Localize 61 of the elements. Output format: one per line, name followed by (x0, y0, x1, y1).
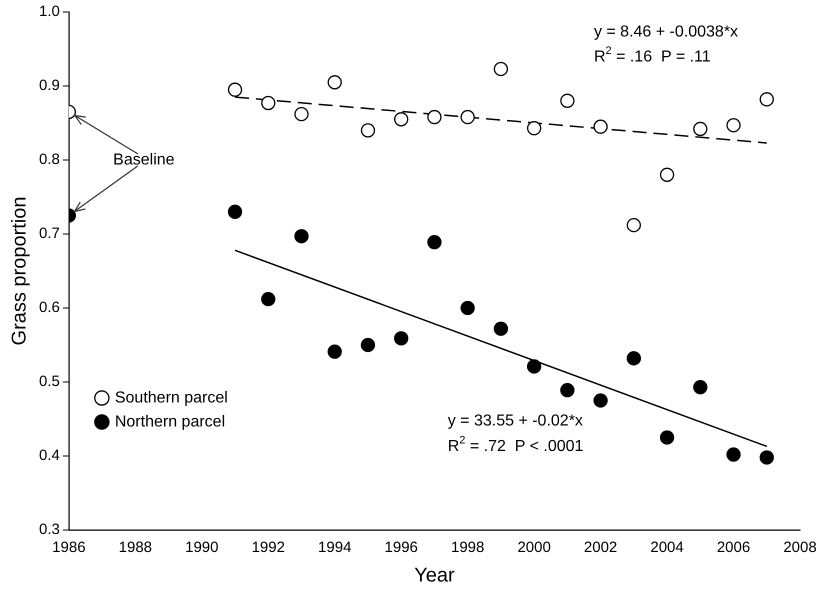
point (660, 430, 674, 445)
point (360, 123, 376, 138)
point (526, 121, 542, 136)
annotation: y = 33.55 + -0.02*x (448, 412, 583, 430)
point (760, 450, 774, 465)
point (427, 110, 442, 124)
point (294, 106, 309, 122)
x-tick-label: 2002 (584, 539, 618, 556)
point (593, 393, 608, 408)
point (228, 204, 242, 219)
x-tick-label: 2006 (716, 539, 750, 556)
point (427, 234, 442, 250)
point (494, 62, 508, 76)
point (328, 75, 342, 90)
point (693, 380, 708, 394)
x-tick-label: 1998 (450, 539, 484, 556)
x-tick-label: 1992 (252, 539, 285, 556)
point (261, 292, 276, 306)
point (460, 110, 475, 124)
y-axis-title: Grass proportion (8, 196, 31, 346)
point (526, 359, 542, 374)
annotation: Baseline (113, 151, 175, 168)
point (460, 300, 475, 316)
y-tick-label: 0.5 (38, 373, 60, 390)
x-tick-label: 2004 (650, 539, 684, 556)
x-axis-title: Year (414, 564, 455, 587)
y-tick-label: 0.3 (38, 521, 60, 538)
x-tick-label: 1986 (52, 539, 86, 556)
x-tick-label: 2008 (783, 539, 817, 556)
point (394, 112, 408, 126)
point (494, 322, 508, 336)
point (626, 218, 641, 232)
y-tick-label: 0.9 (38, 77, 60, 94)
y-tick-label: 0.4 (38, 447, 60, 464)
y-tick-label: 0.6 (38, 299, 60, 316)
y-tick-label: 1.0 (38, 3, 60, 20)
point (593, 120, 608, 134)
x-tick-label: 2000 (517, 539, 551, 556)
point (660, 168, 674, 182)
x-tick-label: 1994 (318, 539, 352, 556)
annotation: y = 8.46 + -0.0038*x (594, 23, 738, 40)
y-tick-label: 0.7 (38, 225, 60, 242)
x-tick-label: 1990 (185, 539, 218, 556)
point (626, 351, 641, 366)
point (394, 331, 408, 346)
point (760, 92, 774, 106)
point (328, 344, 342, 359)
point (560, 94, 575, 108)
point (294, 229, 309, 244)
point (560, 382, 575, 398)
point (726, 118, 741, 132)
legend-label: Northern parcel (114, 413, 226, 430)
legend-label: Southern parcel (114, 389, 228, 406)
x-tick-label: 1988 (118, 539, 152, 556)
point (360, 338, 376, 352)
x-tick-label: 1996 (384, 539, 418, 556)
point (228, 82, 242, 97)
point (693, 122, 708, 136)
y-tick-label: 0.8 (38, 151, 60, 168)
point (726, 447, 741, 462)
point (261, 96, 276, 110)
